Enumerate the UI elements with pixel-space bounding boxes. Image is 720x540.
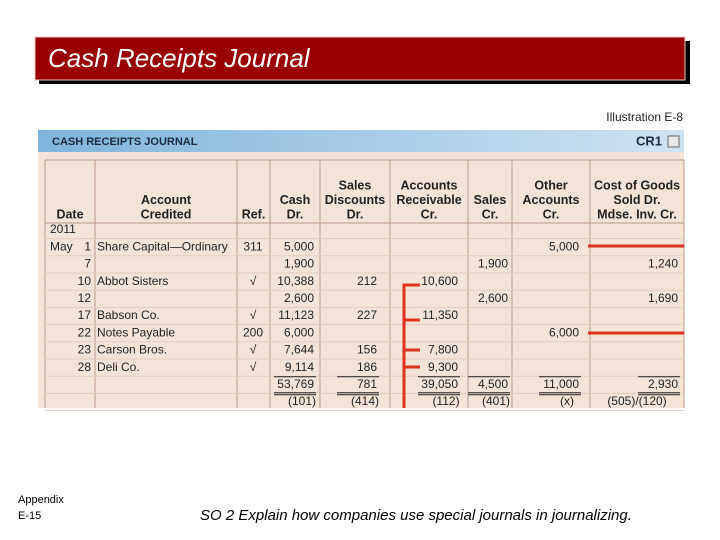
column-header: Accounts: [401, 178, 458, 192]
column-header: Cr.: [543, 207, 560, 221]
cell-account: Deli Co.: [97, 360, 140, 374]
column-header: Cost of Goods: [594, 178, 680, 192]
cell-receivable: 39,050: [421, 377, 458, 391]
page-icon: [667, 135, 680, 148]
column-header: Cr.: [421, 207, 438, 221]
cell-account: Babson Co.: [97, 308, 160, 322]
cell-other: (x): [560, 394, 574, 408]
cell-receivable: 7,800: [428, 343, 458, 357]
cell-day: 1: [84, 239, 91, 253]
cell-cash: 2,600: [284, 291, 314, 305]
cell-day: 28: [78, 360, 92, 374]
cell-month: May: [50, 239, 73, 253]
cell-account: Abbot Sisters: [97, 274, 168, 288]
title-bar: [34, 36, 686, 81]
column-header: Cr.: [482, 207, 499, 221]
journal-header-band: [38, 130, 684, 152]
cell-discounts: 227: [357, 308, 377, 322]
cell-discounts: 212: [357, 274, 377, 288]
column-header: Sold Dr.: [613, 193, 660, 207]
column-header: Discounts: [325, 193, 385, 207]
cell-cash: 7,644: [284, 343, 314, 357]
cell-cogs: (505)/(120): [607, 394, 666, 408]
objective: SO 2 Explain how companies use special j…: [200, 507, 632, 524]
cell-account: Carson Bros.: [97, 343, 167, 357]
cell-ref: 311: [243, 239, 262, 253]
cell-cash: 9,114: [285, 360, 314, 374]
column-header: Account: [141, 193, 192, 207]
illustration-label: Illustration E-8: [606, 110, 683, 124]
cell-ref: 200: [243, 325, 263, 339]
cell-receivable: (112): [432, 394, 459, 408]
cell-day: 10: [78, 274, 92, 288]
cell-ref: √: [250, 308, 257, 322]
cell-cash: 6,000: [284, 325, 314, 339]
journal-page: CR1: [636, 133, 662, 148]
column-header: Mdse. Inv. Cr.: [597, 207, 677, 221]
cell-day: 17: [78, 308, 92, 322]
cell-cogs: 2,930: [648, 377, 678, 391]
cell-cash: 11,123: [278, 308, 314, 322]
cell-cash: 10,388: [277, 274, 314, 288]
column-header: Date: [56, 207, 83, 221]
cell-day: 23: [78, 343, 92, 357]
cell-other: 6,000: [549, 325, 579, 339]
cell-day: 12: [78, 291, 92, 305]
cell-day: 22: [78, 325, 92, 339]
column-header: Accounts: [523, 193, 580, 207]
cell-discounts: 186: [357, 360, 377, 374]
cell-other: 11,000: [543, 377, 579, 391]
appendix-page: E-15: [18, 510, 41, 522]
red-bracket: [402, 283, 420, 408]
cell-ref: √: [250, 360, 257, 374]
cell-cogs: 1,240: [648, 257, 678, 271]
cell-month: 2011: [50, 222, 76, 236]
column-header: Cash: [280, 193, 311, 207]
cell-sales: (401): [482, 394, 510, 408]
cell-cash: 1,900: [284, 257, 314, 271]
cell-sales: 2,600: [478, 291, 508, 305]
cell-ref: √: [250, 343, 257, 357]
cell-other: 5,000: [549, 239, 579, 253]
cell-sales: 4,500: [478, 377, 508, 391]
cell-cash: 53,769: [277, 377, 314, 391]
cell-discounts: 781: [357, 377, 377, 391]
journal-body: [38, 152, 684, 408]
cell-cogs: 1,690: [648, 291, 678, 305]
cell-ref: √: [250, 274, 257, 288]
column-header: Sales: [474, 193, 507, 207]
cell-receivable: 10,600: [421, 274, 458, 288]
cell-account: Notes Payable: [97, 325, 175, 339]
appendix-label: Appendix: [18, 494, 64, 506]
column-header: Sales: [339, 178, 372, 192]
column-header: Ref.: [242, 207, 266, 221]
cell-discounts: 156: [357, 343, 377, 357]
column-header: Credited: [141, 207, 192, 221]
journal-heading: CASH RECEIPTS JOURNAL: [52, 136, 198, 148]
cell-receivable: 11,350: [422, 308, 458, 322]
cell-account: Share Capital—Ordinary: [97, 239, 228, 253]
cell-sales: 1,900: [478, 257, 508, 271]
column-header: Other: [534, 178, 567, 192]
cell-discounts: (414): [351, 394, 379, 408]
cell-cash: (101): [288, 394, 316, 408]
column-header: Dr.: [347, 207, 364, 221]
column-header: Dr.: [287, 207, 304, 221]
cell-cash: 5,000: [284, 239, 314, 253]
cell-receivable: 9,300: [428, 360, 458, 374]
cell-day: 7: [84, 257, 91, 271]
title: Cash Receipts Journal: [48, 43, 311, 73]
column-header: Receivable: [396, 193, 461, 207]
